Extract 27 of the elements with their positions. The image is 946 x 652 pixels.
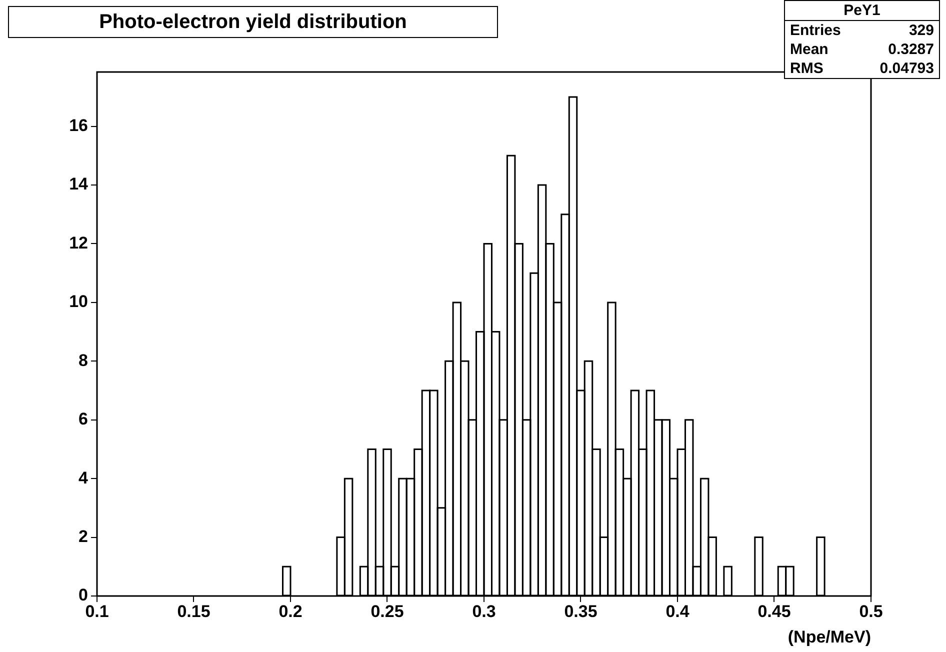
text: 329 (908, 22, 934, 39)
y-tick-label: 14 (69, 174, 89, 194)
x-tick-label: 0.4 (666, 602, 690, 621)
y-tick-label: 16 (69, 116, 88, 135)
y-tick-label: 12 (69, 233, 88, 252)
y-tick-label: 0 (78, 586, 88, 605)
chart-title: Photo-electron yield distribution (8, 6, 498, 38)
x-tick-label: 0.2 (278, 602, 302, 621)
text: Mean (790, 41, 828, 58)
x-tick-label: 0.1 (85, 602, 109, 621)
annotation: RMS (790, 60, 824, 77)
x-axis-title: (Npe/MeV) (788, 627, 871, 646)
y-tick-label: 4 (78, 468, 89, 488)
x-tick-label: 0.3 (472, 602, 496, 621)
y-tick-label: 8 (78, 350, 88, 370)
text: Entries (790, 22, 841, 39)
y-tick-label: 6 (78, 410, 88, 429)
x-tick-label: 0.25 (370, 602, 404, 621)
x-tick-label: 0.35 (564, 602, 598, 621)
y-tick-label: 10 (69, 292, 88, 312)
x-tick-label: 0.45 (758, 602, 791, 621)
y-tick-label: 2 (78, 526, 88, 546)
text: 0.3287 (888, 41, 934, 58)
x-tick-label: 0.15 (177, 602, 210, 621)
x-tick-label: 0.5 (859, 602, 883, 621)
text: PeY1 (785, 1, 939, 21)
text: 0.04793 (880, 60, 934, 77)
